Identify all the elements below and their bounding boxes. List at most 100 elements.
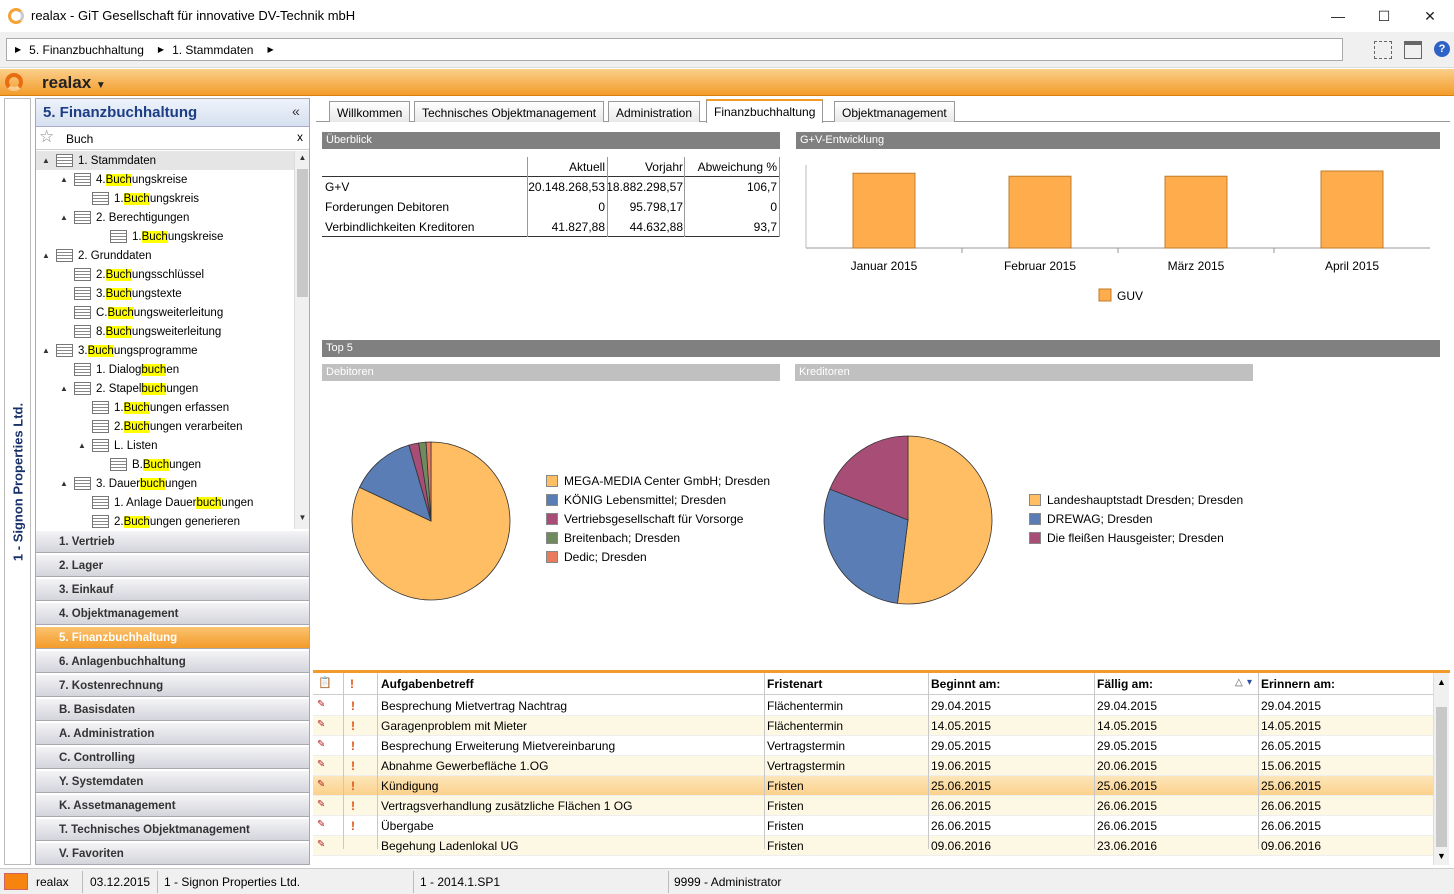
x-tick-label: März 2015 (1168, 259, 1225, 273)
expand-toggle-icon[interactable]: ▲ (60, 213, 68, 222)
module-button[interactable]: 2. Lager (36, 554, 309, 577)
table-row[interactable]: ✎! Vertragsverhandlung zusätzliche Fläche… (313, 796, 1433, 816)
tree-node[interactable]: ▲ L. Listen (36, 436, 294, 455)
module-button[interactable]: K. Assetmanagement (36, 794, 309, 817)
module-button[interactable]: Y. Systemdaten (36, 770, 309, 793)
tree-node[interactable]: 8. Buch ungsweiterleitung (36, 322, 294, 341)
expand-toggle-icon[interactable]: ▲ (42, 346, 50, 355)
table-row[interactable]: ✎! Abnahme Gewerbefläche 1.OG Vertragsterm… (313, 756, 1433, 776)
tree-node[interactable]: ▲ 3. Dauer buch ungen (36, 474, 294, 493)
tree-node[interactable]: C. Buch ungsweiterleitung (36, 303, 294, 322)
module-button[interactable]: 7. Kostenrechnung (36, 674, 309, 697)
table-row[interactable]: ✎ Begehung Ladenlokal UG Fristen 09.06.2016… (313, 836, 1433, 856)
expand-toggle-icon[interactable]: ▲ (60, 175, 68, 184)
close-button[interactable]: ✕ (1424, 7, 1436, 24)
minimize-button[interactable]: — (1331, 8, 1345, 24)
scroll-down-icon[interactable]: ▼ (1437, 851, 1446, 861)
tab-technisches-objektmanagement[interactable]: Technisches Objektmanagement (414, 101, 605, 122)
tree-node-label: ungsprogramme (113, 344, 198, 357)
overview-row: Forderungen Debitoren 0 95.798,17 0 (322, 197, 780, 217)
window-icon[interactable] (1404, 41, 1422, 59)
table-row[interactable]: ✎! Übergabe Fristen 26.06.2015 26.06.2015 26.… (313, 816, 1433, 836)
tree-node[interactable]: ▲ 3. Buch ungsprogramme (36, 341, 294, 360)
tree-node[interactable]: ▲ 4. Buch ungskreise (36, 170, 294, 189)
table-row[interactable]: ✎! Besprechung Mietvertrag Nachtrag Fläche… (313, 696, 1433, 716)
tree-node[interactable]: B. Buch ungen (36, 455, 294, 474)
scroll-thumb[interactable] (297, 169, 308, 297)
scroll-up-icon[interactable]: ▲ (1437, 677, 1446, 687)
module-button[interactable]: 6. Anlagenbuchhaltung (36, 650, 309, 673)
tree-node[interactable]: 2. Buch ungen generieren (36, 512, 294, 529)
expand-toggle-icon[interactable]: ▲ (42, 251, 50, 260)
maximize-button[interactable]: ☐ (1377, 7, 1391, 24)
tree-node[interactable]: 1. Dialog buch en (36, 360, 294, 379)
tree-node[interactable]: 2. Buch ungen verarbeiten (36, 417, 294, 436)
tab-willkommen[interactable]: Willkommen (329, 101, 411, 122)
tab-administration[interactable]: Administration (608, 101, 701, 122)
module-button[interactable]: 5. Finanzbuchhaltung (36, 626, 309, 649)
scroll-thumb[interactable] (1436, 707, 1447, 847)
module-button[interactable]: A. Administration (36, 722, 309, 745)
tree-node[interactable]: ▲ 2. Grunddaten (36, 246, 294, 265)
tree-node-label: 8. (96, 325, 106, 338)
tree-node[interactable]: 1. Anlage Dauer buch ungen (36, 493, 294, 512)
table-row[interactable]: ✎! Kündigung Fristen 25.06.2015 25.06.2015 25… (313, 776, 1433, 796)
tree-scrollbar[interactable]: ▲ ▼ (294, 151, 309, 529)
table-cell: 14.05.2015 (931, 719, 992, 733)
expand-toggle-icon[interactable]: ▲ (78, 441, 86, 450)
module-button[interactable]: 1. Vertrieb (36, 530, 309, 553)
collapse-button[interactable]: « (292, 103, 300, 119)
module-button[interactable]: 4. Objektmanagement (36, 602, 309, 625)
col-aufgabenbetreff[interactable]: Aufgabenbetreff (381, 677, 474, 691)
help-icon[interactable]: ? (1434, 41, 1450, 57)
expand-toggle-icon[interactable]: ▲ (60, 479, 68, 488)
layout-icon[interactable] (1374, 41, 1392, 59)
tab-objektmanagement[interactable]: Objektmanagement (834, 101, 955, 122)
expand-toggle-icon[interactable]: ▲ (42, 156, 50, 165)
search-highlight: Buch (105, 268, 132, 281)
search-input[interactable]: Buch (66, 132, 94, 146)
table-row[interactable]: ✎! Garagenproblem mit Mieter Flächentermin… (313, 716, 1433, 736)
filter-icon[interactable]: ▾ (1247, 677, 1253, 688)
list-document-icon (92, 515, 109, 528)
breadcrumb[interactable]: ▶ 5. Finanzbuchhaltung ▶ 1. Stammdaten ▶ (6, 38, 1343, 61)
col-fristenart[interactable]: Fristenart (767, 677, 823, 691)
tenant-strip[interactable]: 1 - Signon Properties Ltd. (4, 98, 31, 865)
tree-node[interactable]: 2. Buch ungsschlüssel (36, 265, 294, 284)
tree-node[interactable]: 1. Buch ungskreise (36, 227, 294, 246)
tree-node[interactable]: ▲ 2. Berechtigungen (36, 208, 294, 227)
breadcrumb-item[interactable]: 1. Stammdaten (172, 42, 254, 57)
star-icon[interactable]: ☆ (39, 127, 55, 146)
tree-node-label: 1. (132, 230, 142, 243)
search-highlight: Buch (123, 420, 150, 433)
col-erinnern[interactable]: Erinnern am: (1261, 677, 1336, 691)
module-button[interactable]: C. Controlling (36, 746, 309, 769)
tree-node[interactable]: 1. Buch ungen erfassen (36, 398, 294, 417)
tree-node[interactable]: 1. Buch ungskreis (36, 189, 294, 208)
breadcrumb-item[interactable]: 5. Finanzbuchhaltung (29, 42, 144, 57)
module-button[interactable]: T. Technisches Objektmanagement (36, 818, 309, 841)
module-button[interactable]: V. Favoriten (36, 842, 309, 865)
status-bar: realax 03.12.2015 1 - Signon Properties … (0, 868, 1454, 894)
table-row[interactable]: ✎! Besprechung Erweiterung Mietvereinbaru… (313, 736, 1433, 756)
clear-search-button[interactable]: x (297, 130, 303, 144)
scroll-down-icon[interactable]: ▼ (298, 513, 307, 522)
expand-toggle-icon[interactable]: ▲ (60, 384, 68, 393)
scroll-up-icon[interactable]: ▲ (298, 153, 307, 162)
tree-node[interactable]: ▲ 1. Stammdaten (36, 151, 294, 170)
x-tick-label: April 2015 (1325, 259, 1379, 273)
col-faellig[interactable]: Fällig am: (1097, 677, 1154, 691)
list-document-icon (74, 306, 91, 319)
grid-scrollbar[interactable]: ▲ ▼ (1433, 673, 1449, 865)
col-beginnt[interactable]: Beginnt am: (931, 677, 1001, 691)
tab-finanzbuchhaltung[interactable]: Finanzbuchhaltung (706, 99, 824, 123)
sort-icon[interactable]: △ (1235, 677, 1243, 688)
priority-high-icon: ! (351, 739, 355, 753)
tab-bar: Willkommen Technisches Objektmanagement … (316, 99, 1450, 123)
module-button[interactable]: B. Basisdaten (36, 698, 309, 721)
tree-node[interactable]: 3. Buch ungstexte (36, 284, 294, 303)
tree-node[interactable]: ▲ 2. Stapel buch ungen (36, 379, 294, 398)
list-document-icon (56, 344, 73, 357)
app-menu-button[interactable]: realax ▼ (42, 73, 106, 93)
module-button[interactable]: 3. Einkauf (36, 578, 309, 601)
